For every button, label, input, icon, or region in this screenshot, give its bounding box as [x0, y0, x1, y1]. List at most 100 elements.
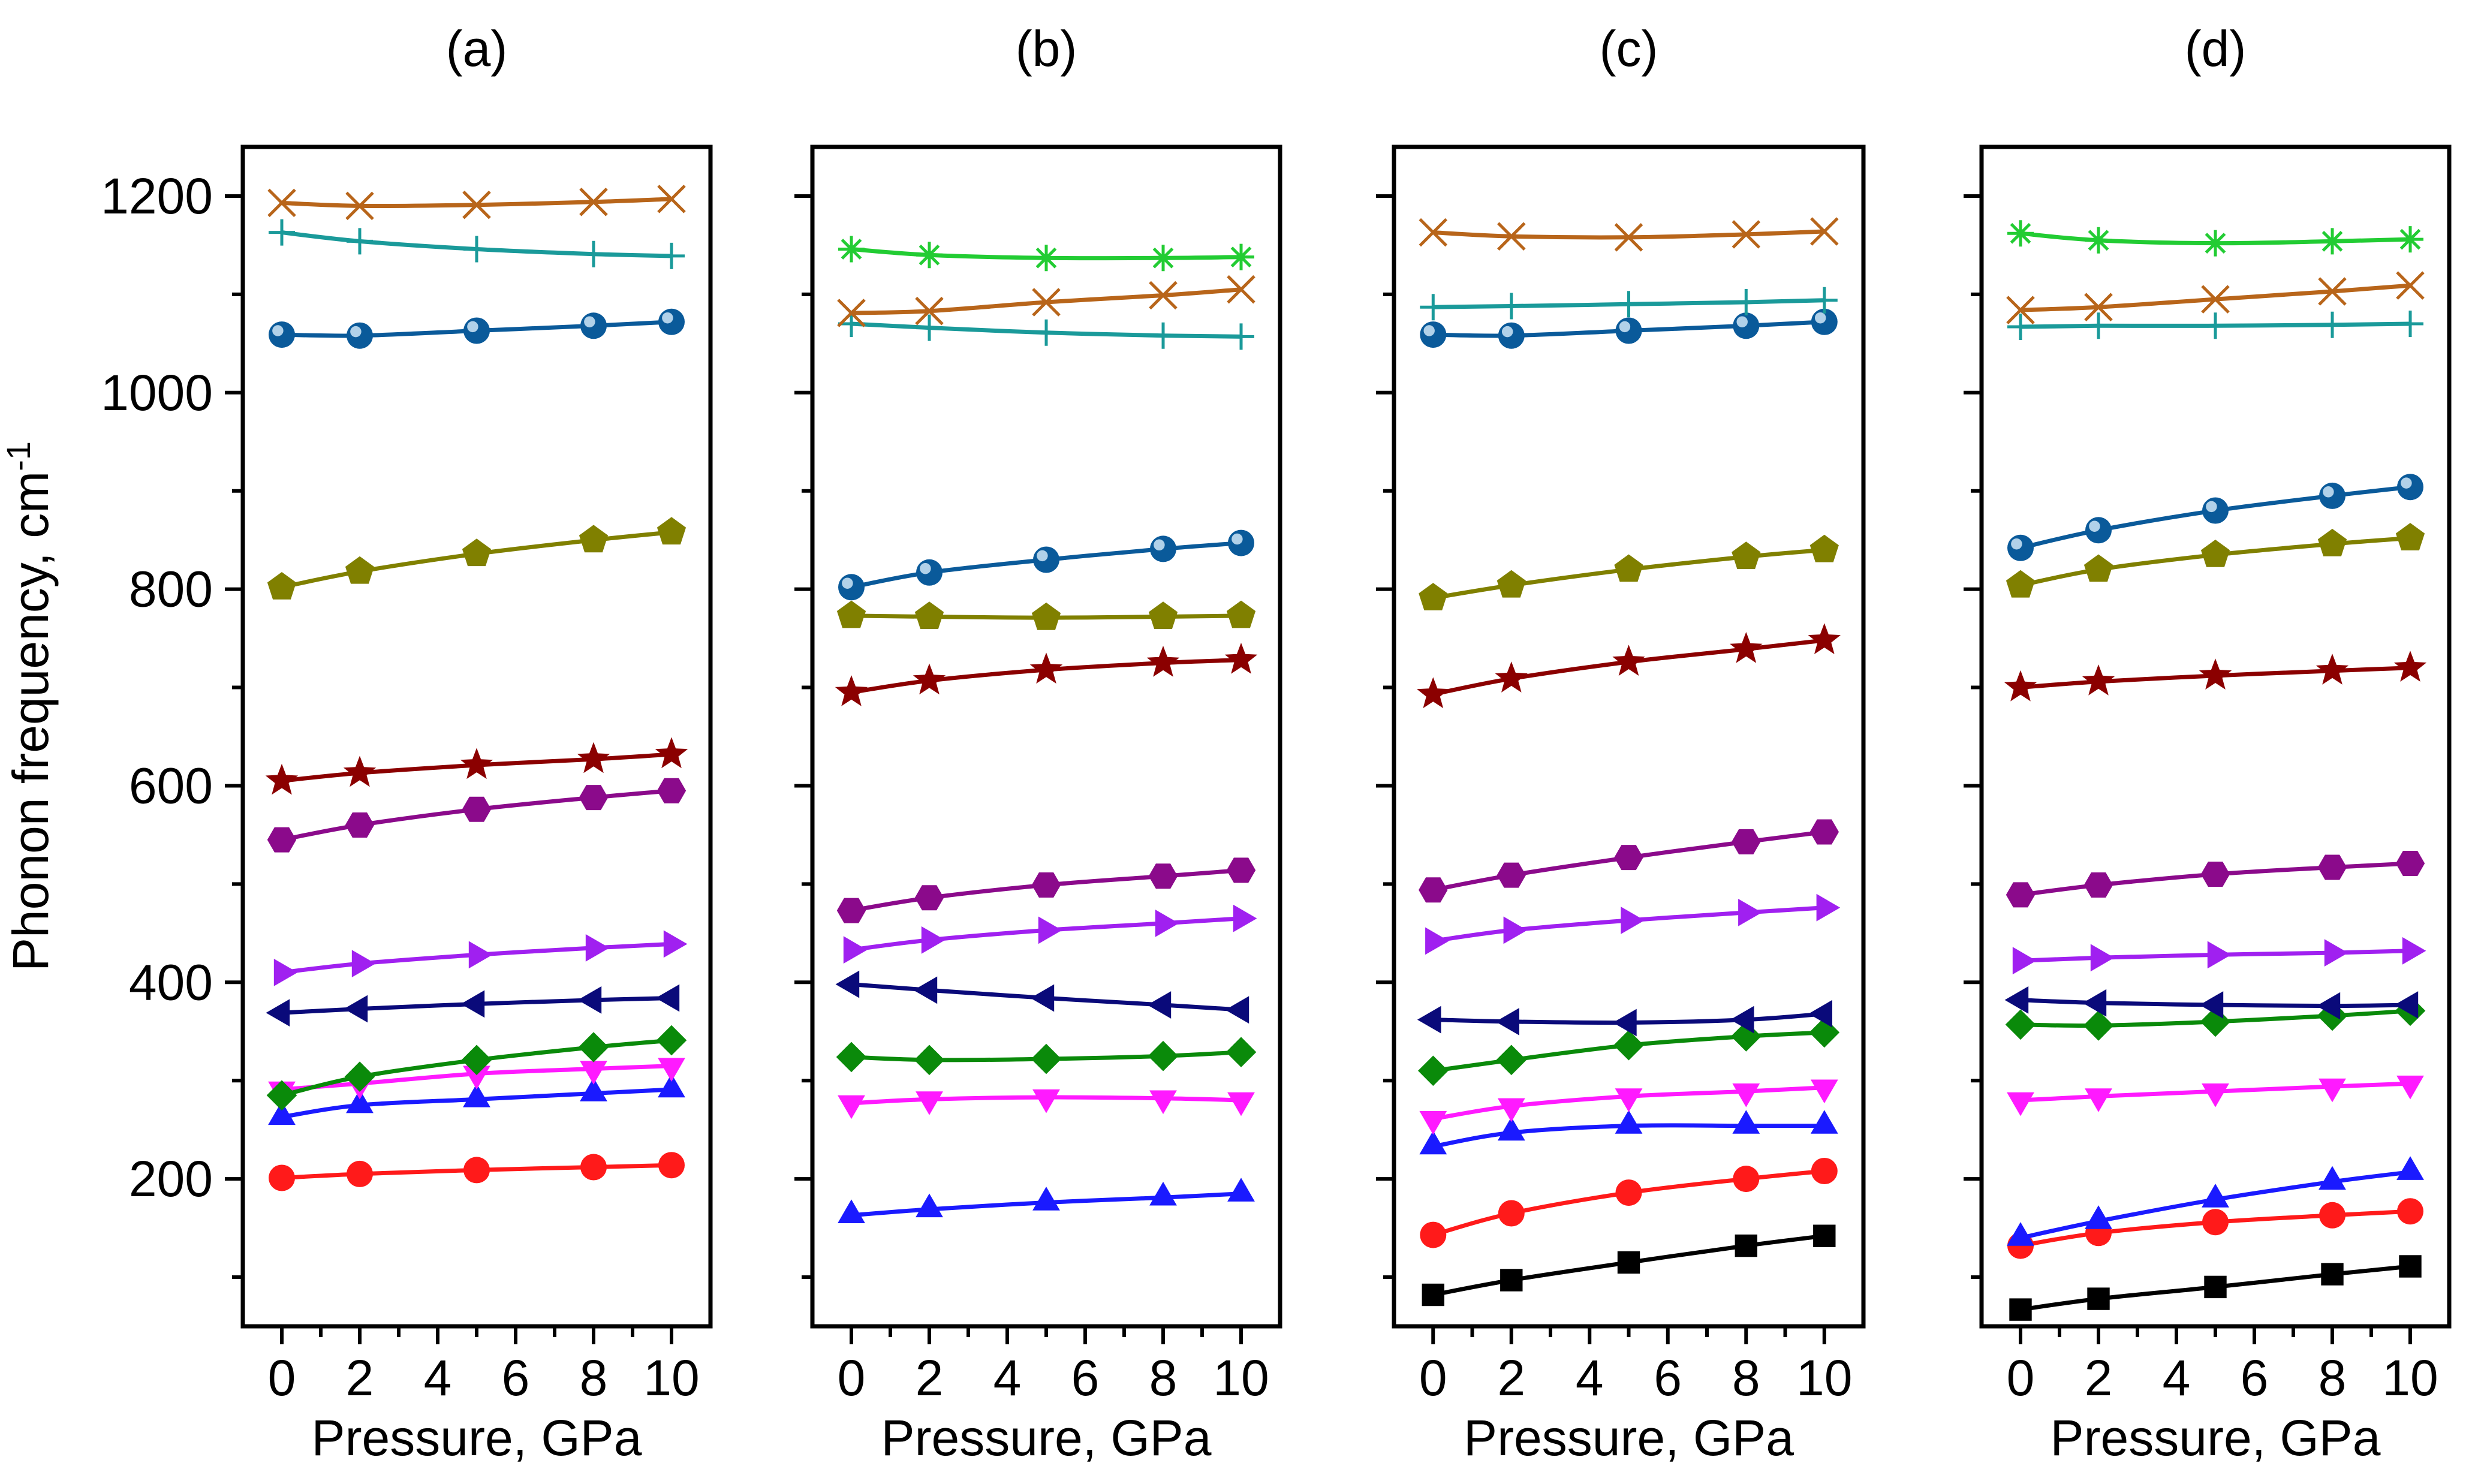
- data-point: [1810, 1079, 1838, 1104]
- data-point: [2082, 989, 2107, 1017]
- data-point: [916, 559, 943, 586]
- series-s2: [2007, 1156, 2424, 1246]
- x-tick-label: 8: [2319, 1350, 2347, 1406]
- series-s8: [835, 643, 1258, 706]
- data-point: [2007, 534, 2034, 561]
- x-tick-label: 8: [580, 1350, 608, 1406]
- data-point: [2393, 651, 2427, 682]
- data-point: [1614, 554, 1643, 582]
- data-point: [1615, 1088, 1643, 1112]
- series-s7: [267, 778, 687, 853]
- data-point: [463, 236, 490, 263]
- series-s7: [1419, 819, 1839, 903]
- panel-title: (a): [446, 20, 508, 77]
- series-s6: [843, 904, 1257, 964]
- data-point: [2316, 992, 2341, 1020]
- data-point: [1032, 1089, 1060, 1113]
- series-s4: [1418, 1017, 1840, 1086]
- series-s7: [2006, 851, 2425, 908]
- series-s10: [269, 308, 685, 349]
- data-point: [1233, 904, 1257, 932]
- data-point: [1503, 916, 1528, 944]
- data-point: [2317, 854, 2347, 880]
- data-point: [2397, 311, 2423, 337]
- data-point: [1615, 1179, 1642, 1206]
- y-axis-label: Phonon frequency, cm-1: [0, 441, 59, 971]
- data-point: [1150, 245, 1176, 272]
- x-tick-label: 6: [2241, 1350, 2269, 1406]
- series-s12: [267, 185, 686, 221]
- data-point: [837, 299, 866, 327]
- x-tick-label: 4: [993, 1350, 1022, 1406]
- data-point: [267, 188, 296, 218]
- data-point: [2085, 517, 2112, 544]
- data-point: [835, 675, 868, 706]
- data-point: [2085, 1205, 2112, 1229]
- data-point: [1146, 646, 1180, 677]
- data-point: [1613, 1009, 1637, 1037]
- data-point: [2006, 570, 2036, 598]
- data-point: [1038, 916, 1062, 944]
- data-point: [577, 742, 610, 773]
- x-tick-label: 4: [2163, 1350, 2191, 1406]
- data-point: [838, 1095, 865, 1119]
- data-point: [1148, 1040, 1179, 1071]
- data-point: [2202, 497, 2229, 524]
- data-point: [1225, 996, 1249, 1024]
- data-point: [1730, 1006, 1754, 1034]
- data-point: [1031, 1043, 1062, 1074]
- series-s10: [2007, 474, 2423, 561]
- data-point: [836, 600, 866, 628]
- data-point: [913, 976, 938, 1004]
- data-point: [1227, 275, 1255, 304]
- chart-panel: (a) 200 400 600 800 1000 1200 0 2 4 6 8 10Pressure, …: [101, 20, 713, 1466]
- x-axis-label: Pressure, GPa: [312, 1410, 642, 1466]
- data-point: [1422, 1283, 1444, 1307]
- data-point: [2202, 1209, 2229, 1236]
- data-point: [343, 755, 377, 787]
- series-s3: [838, 1089, 1255, 1119]
- data-point: [2006, 882, 2036, 908]
- data-point: [345, 191, 374, 221]
- data-point: [580, 312, 607, 339]
- data-point: [658, 308, 685, 335]
- data-point: [579, 785, 609, 811]
- data-point: [578, 1032, 609, 1062]
- data-point: [2318, 277, 2347, 306]
- series-s5: [2004, 986, 2419, 1020]
- data-point: [273, 959, 298, 986]
- series-s8: [1417, 623, 1841, 709]
- data-point: [843, 936, 868, 964]
- series-s6: [273, 930, 688, 986]
- x-tick-label: 2: [2085, 1350, 2113, 1406]
- data-point: [1497, 862, 1526, 888]
- data-point: [2004, 670, 2037, 702]
- data-point: [462, 538, 492, 567]
- data-point: [269, 321, 295, 348]
- series-s3: [1419, 1079, 1838, 1135]
- x-tick-label: 6: [1071, 1350, 1100, 1406]
- data-point: [1730, 632, 1763, 663]
- data-point: [463, 317, 490, 344]
- data-point: [1809, 819, 1839, 845]
- series-s13: [2007, 220, 2423, 257]
- series-s4: [836, 1037, 1257, 1076]
- data-point: [1809, 1017, 1840, 1048]
- data-point: [2004, 986, 2029, 1014]
- data-point: [655, 984, 680, 1012]
- series-s5: [835, 970, 1249, 1024]
- data-point: [1148, 863, 1178, 889]
- data-point: [2199, 991, 2224, 1019]
- data-point: [2402, 937, 2426, 965]
- data-point: [1498, 322, 1525, 349]
- data-point: [2399, 1255, 2422, 1278]
- data-point: [1497, 222, 1526, 251]
- data-point: [2319, 482, 2345, 509]
- data-point: [344, 995, 368, 1023]
- series-s9: [2006, 523, 2425, 598]
- data-point: [2199, 658, 2232, 690]
- panel-title: (b): [1016, 20, 1077, 77]
- data-point: [1033, 319, 1059, 346]
